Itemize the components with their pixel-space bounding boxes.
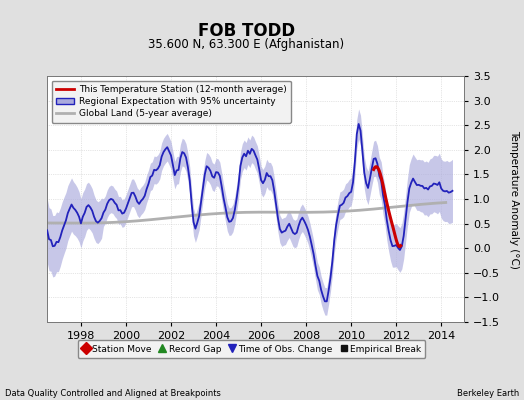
Text: Berkeley Earth: Berkeley Earth <box>456 389 519 398</box>
Legend: Station Move, Record Gap, Time of Obs. Change, Empirical Break: Station Move, Record Gap, Time of Obs. C… <box>78 340 425 358</box>
Text: Data Quality Controlled and Aligned at Breakpoints: Data Quality Controlled and Aligned at B… <box>5 389 221 398</box>
Y-axis label: Temperature Anomaly (°C): Temperature Anomaly (°C) <box>509 130 519 268</box>
Legend: This Temperature Station (12-month average), Regional Expectation with 95% uncer: This Temperature Station (12-month avera… <box>52 80 291 123</box>
Text: FOB TODD: FOB TODD <box>198 22 295 40</box>
Text: 35.600 N, 63.300 E (Afghanistan): 35.600 N, 63.300 E (Afghanistan) <box>148 38 344 51</box>
